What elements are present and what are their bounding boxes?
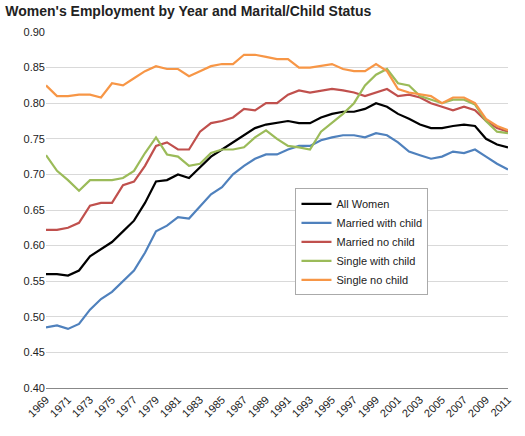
svg-text:Single no child: Single no child	[336, 274, 408, 286]
svg-text:1999: 1999	[356, 394, 382, 420]
svg-text:2011: 2011	[488, 394, 513, 419]
svg-text:1973: 1973	[70, 394, 96, 420]
svg-text:1987: 1987	[224, 394, 250, 420]
svg-text:All Women: All Women	[336, 198, 389, 210]
svg-text:0.70: 0.70	[24, 168, 45, 180]
svg-text:1971: 1971	[48, 394, 74, 420]
svg-text:2005: 2005	[422, 394, 448, 420]
svg-text:2009: 2009	[466, 394, 492, 420]
svg-text:2007: 2007	[444, 394, 470, 420]
svg-text:Single with child: Single with child	[336, 255, 415, 267]
svg-text:0.40: 0.40	[24, 382, 45, 394]
svg-text:1997: 1997	[334, 394, 360, 420]
svg-text:0.85: 0.85	[24, 61, 45, 73]
svg-text:Married with child: Married with child	[336, 217, 422, 229]
svg-text:Married no child: Married no child	[336, 236, 414, 248]
svg-text:1977: 1977	[114, 394, 140, 420]
svg-text:0.60: 0.60	[24, 239, 45, 251]
svg-text:0.55: 0.55	[24, 275, 45, 287]
svg-text:1975: 1975	[92, 394, 118, 420]
svg-text:Women's Employment by Year and: Women's Employment by Year and Marital/C…	[5, 3, 371, 19]
svg-text:0.80: 0.80	[24, 97, 45, 109]
svg-text:0.90: 0.90	[24, 26, 45, 38]
svg-text:0.75: 0.75	[24, 133, 45, 145]
svg-text:2003: 2003	[400, 394, 426, 420]
svg-text:1995: 1995	[312, 394, 338, 420]
svg-text:1991: 1991	[268, 394, 294, 420]
svg-text:1985: 1985	[202, 394, 228, 420]
svg-text:0.50: 0.50	[24, 311, 45, 323]
svg-text:1989: 1989	[246, 394, 272, 420]
svg-text:2001: 2001	[378, 394, 404, 420]
svg-text:1983: 1983	[180, 394, 206, 420]
svg-text:0.65: 0.65	[24, 204, 45, 216]
svg-text:1979: 1979	[136, 394, 162, 420]
svg-text:0.45: 0.45	[24, 346, 45, 358]
svg-text:1981: 1981	[158, 394, 184, 420]
svg-text:1969: 1969	[26, 394, 52, 420]
svg-text:1993: 1993	[290, 394, 316, 420]
